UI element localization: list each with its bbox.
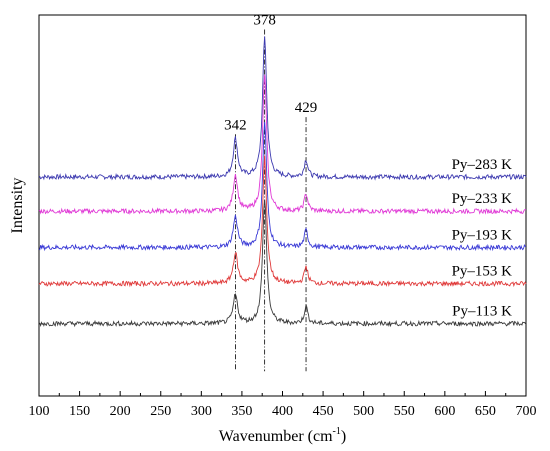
x-tick-label: 150 — [69, 404, 90, 419]
peak-label: 342 — [224, 117, 247, 133]
y-axis-title: Intensity — [9, 178, 26, 234]
x-tick-label: 450 — [313, 404, 334, 419]
x-tick-label: 250 — [150, 404, 171, 419]
spectrum-line — [38, 155, 527, 288]
x-tick-label: 100 — [29, 404, 50, 419]
x-tick-label: 550 — [394, 404, 415, 419]
x-tick-label: 200 — [110, 404, 131, 419]
x-tick-label: 700 — [516, 404, 537, 419]
peak-markers: 342 378 429 — [224, 13, 317, 372]
x-tick-label: 650 — [475, 404, 496, 419]
spectra-series: Py–283 K Py–233 K Py–193 K Py–153 K Py–113 K — [38, 36, 527, 328]
x-tick-label: 350 — [231, 404, 252, 419]
series-label: Py–193 K — [452, 227, 513, 243]
peak-label: 378 — [253, 13, 276, 29]
x-tick-label: 500 — [353, 404, 374, 419]
spectrum-line — [38, 36, 527, 181]
series-label: Py–153 K — [452, 264, 513, 280]
spectrum-line — [38, 122, 527, 252]
series-label: Py–283 K — [452, 157, 513, 173]
x-tick-label: 300 — [191, 404, 212, 419]
x-axis-ticks: 100 150 200 250 300 350 400 450 500 550 600 650 700 — [29, 391, 537, 419]
x-axis-title: Wavenumber (cm-1) — [219, 426, 346, 445]
x-tick-label: 600 — [434, 404, 455, 419]
series-label: Py–233 K — [452, 191, 513, 207]
x-tick-label: 400 — [272, 404, 293, 419]
peak-label: 429 — [295, 100, 318, 116]
spectrum-line — [38, 199, 527, 328]
series-label: Py–113 K — [452, 304, 512, 320]
spectrum-line — [38, 74, 527, 215]
